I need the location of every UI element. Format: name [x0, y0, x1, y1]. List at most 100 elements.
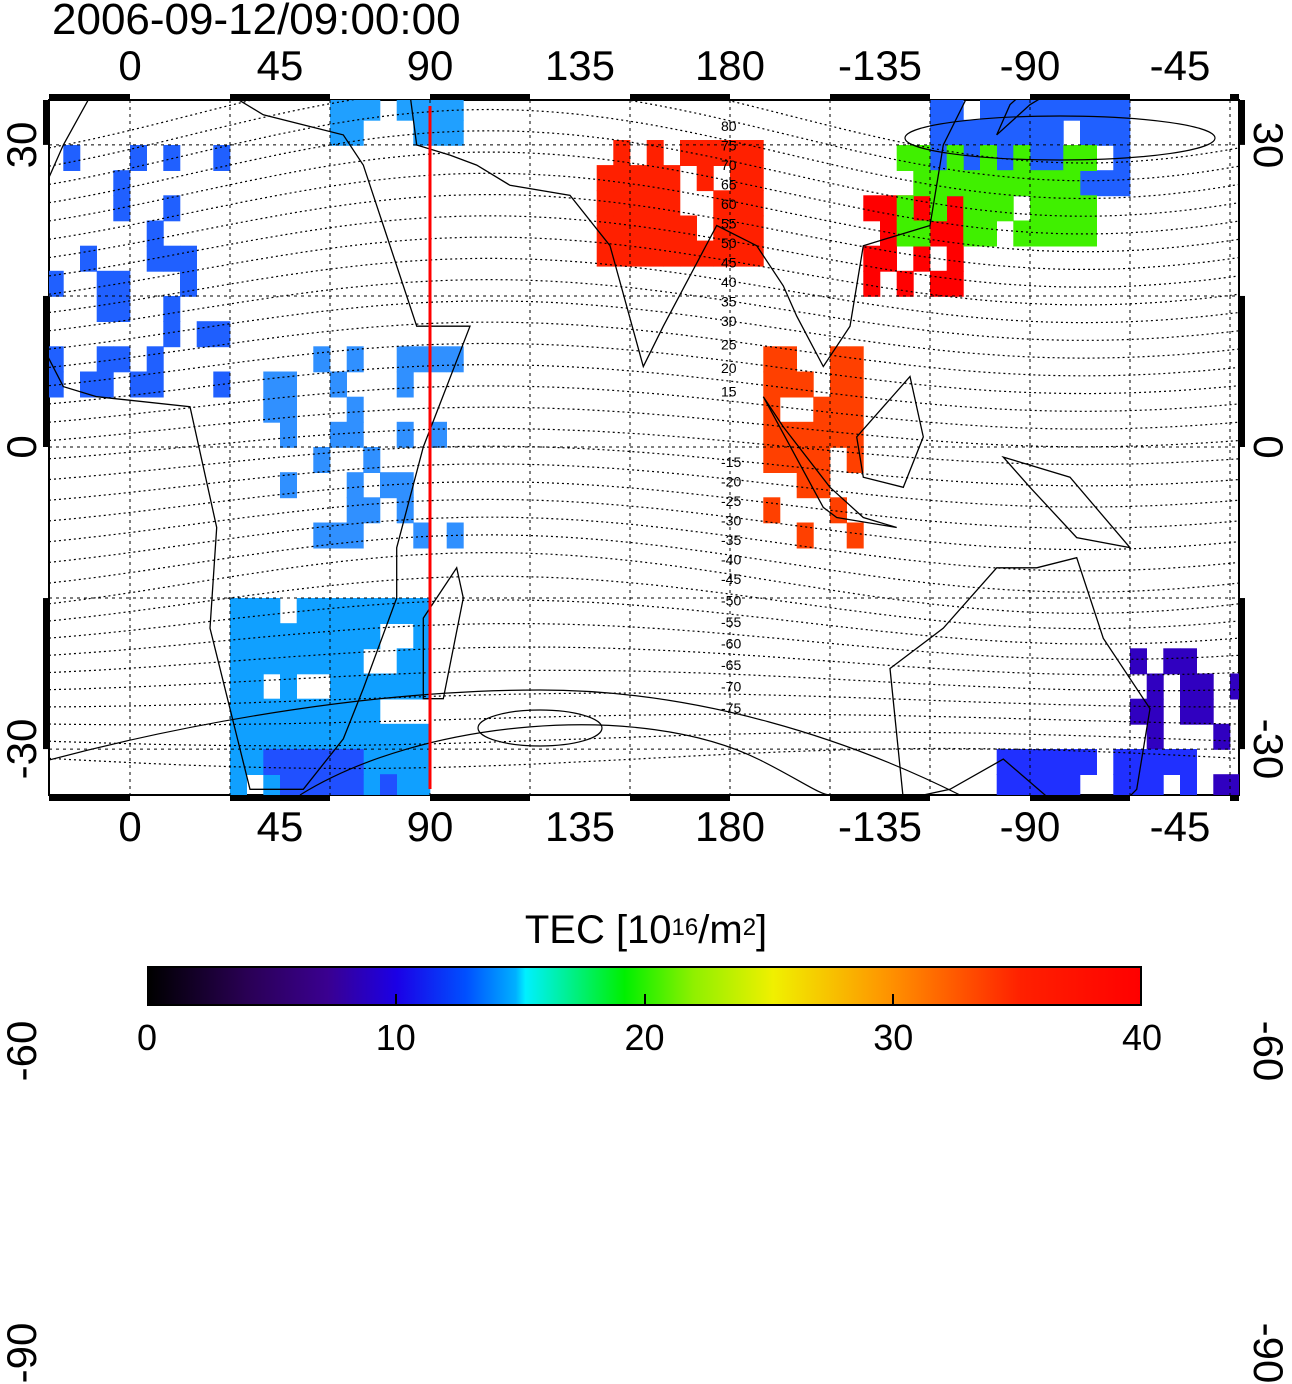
- tec-cell: [317, 19, 334, 45]
- tec-cell: [363, 774, 381, 795]
- tec-cell: [230, 19, 247, 45]
- tec-cell: [1030, 0, 1047, 20]
- lon-tick-bottom: 90: [406, 803, 454, 850]
- mag-lat-contour: [49, 300, 1239, 359]
- tec-cell: [713, 190, 731, 217]
- tec-cell: [1263, 648, 1280, 674]
- tec-cell: [596, 165, 614, 192]
- lat-tick-right: -30: [1245, 718, 1292, 780]
- tec-cell: [296, 598, 314, 624]
- mag-lat-contour: [49, 151, 1239, 235]
- mag-lat-contour: [49, 747, 1239, 770]
- tec-cell: [963, 0, 980, 20]
- tec-cell: [263, 598, 281, 624]
- tec-cell: [996, 749, 1014, 775]
- tec-cell: [313, 648, 331, 675]
- tec-cell: [963, 220, 981, 247]
- tec-cell: [1080, 749, 1097, 775]
- tec-cell: [1013, 0, 1030, 20]
- tec-cell: [347, 19, 364, 45]
- lon-tick-bottom: 180: [694, 803, 766, 850]
- tec-cell: [996, 170, 1014, 197]
- lon-tick-top: -45: [1149, 42, 1211, 89]
- tec-cell: [180, 270, 197, 297]
- tec-cell: [1046, 170, 1064, 197]
- colorbar-tick-label: 10: [375, 1017, 416, 1058]
- tec-cell: [347, 19, 364, 45]
- tec-cell: [313, 749, 331, 775]
- tec-cell: [163, 145, 181, 171]
- frame-tick-bottom: [49, 795, 130, 801]
- tec-cell: [1013, 119, 1031, 146]
- tec-cell: [1080, 19, 1097, 45]
- tec-cell: [446, 522, 464, 549]
- tec-cell: [846, 346, 864, 373]
- tec-cell: [413, 623, 431, 650]
- tec-cell: [1247, 850, 1264, 876]
- tec-cell: [1097, 19, 1114, 45]
- tec-cell: [313, 447, 331, 473]
- contour-label: -50: [721, 593, 741, 609]
- frame-tick-top: [830, 94, 930, 100]
- contour-label: -55: [721, 614, 741, 630]
- mag-lat-contour: [49, 130, 1239, 217]
- contour-label: -15: [721, 454, 741, 470]
- magnetic-latitude-contours: [49, 100, 1239, 795]
- tec-cell: [396, 497, 414, 524]
- tec-cell: [1030, 220, 1047, 247]
- tec-cell: [350, 0, 367, 20]
- tec-cell: [313, 0, 330, 20]
- tec-cell: [846, 371, 864, 398]
- tec-cell: [363, 100, 381, 121]
- tec-cell: [913, 195, 931, 222]
- tec-cell: [1046, 195, 1064, 222]
- tec-cell: [1263, 799, 1280, 825]
- tec-cell: [630, 240, 647, 267]
- tec-cell: [1180, 875, 1197, 901]
- tec-cell: [413, 673, 431, 700]
- tec-cell: [596, 190, 614, 217]
- tec-cell: [330, 598, 347, 624]
- lat-tick-left: -30: [0, 718, 45, 780]
- tec-cell: [413, 774, 431, 795]
- tec-cell: [713, 240, 731, 267]
- tec-cell: [1146, 774, 1164, 795]
- tec-cell: [333, 19, 350, 45]
- lon-tick-bottom: 45: [256, 803, 304, 850]
- tec-cell: [113, 296, 131, 322]
- tec-cell: [330, 0, 347, 20]
- tec-cell: [213, 321, 231, 348]
- tec-cell: [167, 0, 184, 20]
- frame-tick-top: [49, 94, 130, 100]
- tec-cell: [383, 0, 400, 20]
- tec-cell: [980, 195, 997, 222]
- lat-tick-right: -90: [1245, 1322, 1292, 1384]
- tec-cell: [430, 100, 447, 121]
- tec-cell: [363, 673, 381, 700]
- tec-cell: [313, 598, 331, 624]
- tec-cell: [247, 0, 264, 20]
- tec-cell: [50, 19, 67, 45]
- tec-cell: [913, 145, 931, 171]
- tec-cell: [596, 240, 614, 267]
- colorbar-title: TEC [1016/m2]: [0, 906, 1292, 954]
- tec-cell: [1063, 774, 1081, 795]
- tec-cell: [83, 19, 100, 45]
- lat-tick-right: -60: [1245, 1020, 1292, 1082]
- tec-cell: [296, 723, 314, 750]
- tec-cell: [380, 774, 397, 795]
- tec-cell: [980, 119, 997, 146]
- tec-cell: [196, 321, 214, 348]
- tec-cell: [963, 170, 981, 197]
- frame-tick-top: [430, 94, 530, 100]
- tec-cell: [330, 0, 347, 20]
- contour-label: 80: [721, 118, 737, 134]
- tec-cell: [1197, 850, 1214, 876]
- tec-cell: [846, 522, 864, 549]
- tec-cell: [280, 0, 297, 20]
- tec-cell: [930, 0, 947, 20]
- tec-cell: [930, 100, 947, 121]
- tec-cell: [363, 623, 381, 650]
- tec-cell: [896, 195, 914, 222]
- tec-cell: [346, 497, 364, 524]
